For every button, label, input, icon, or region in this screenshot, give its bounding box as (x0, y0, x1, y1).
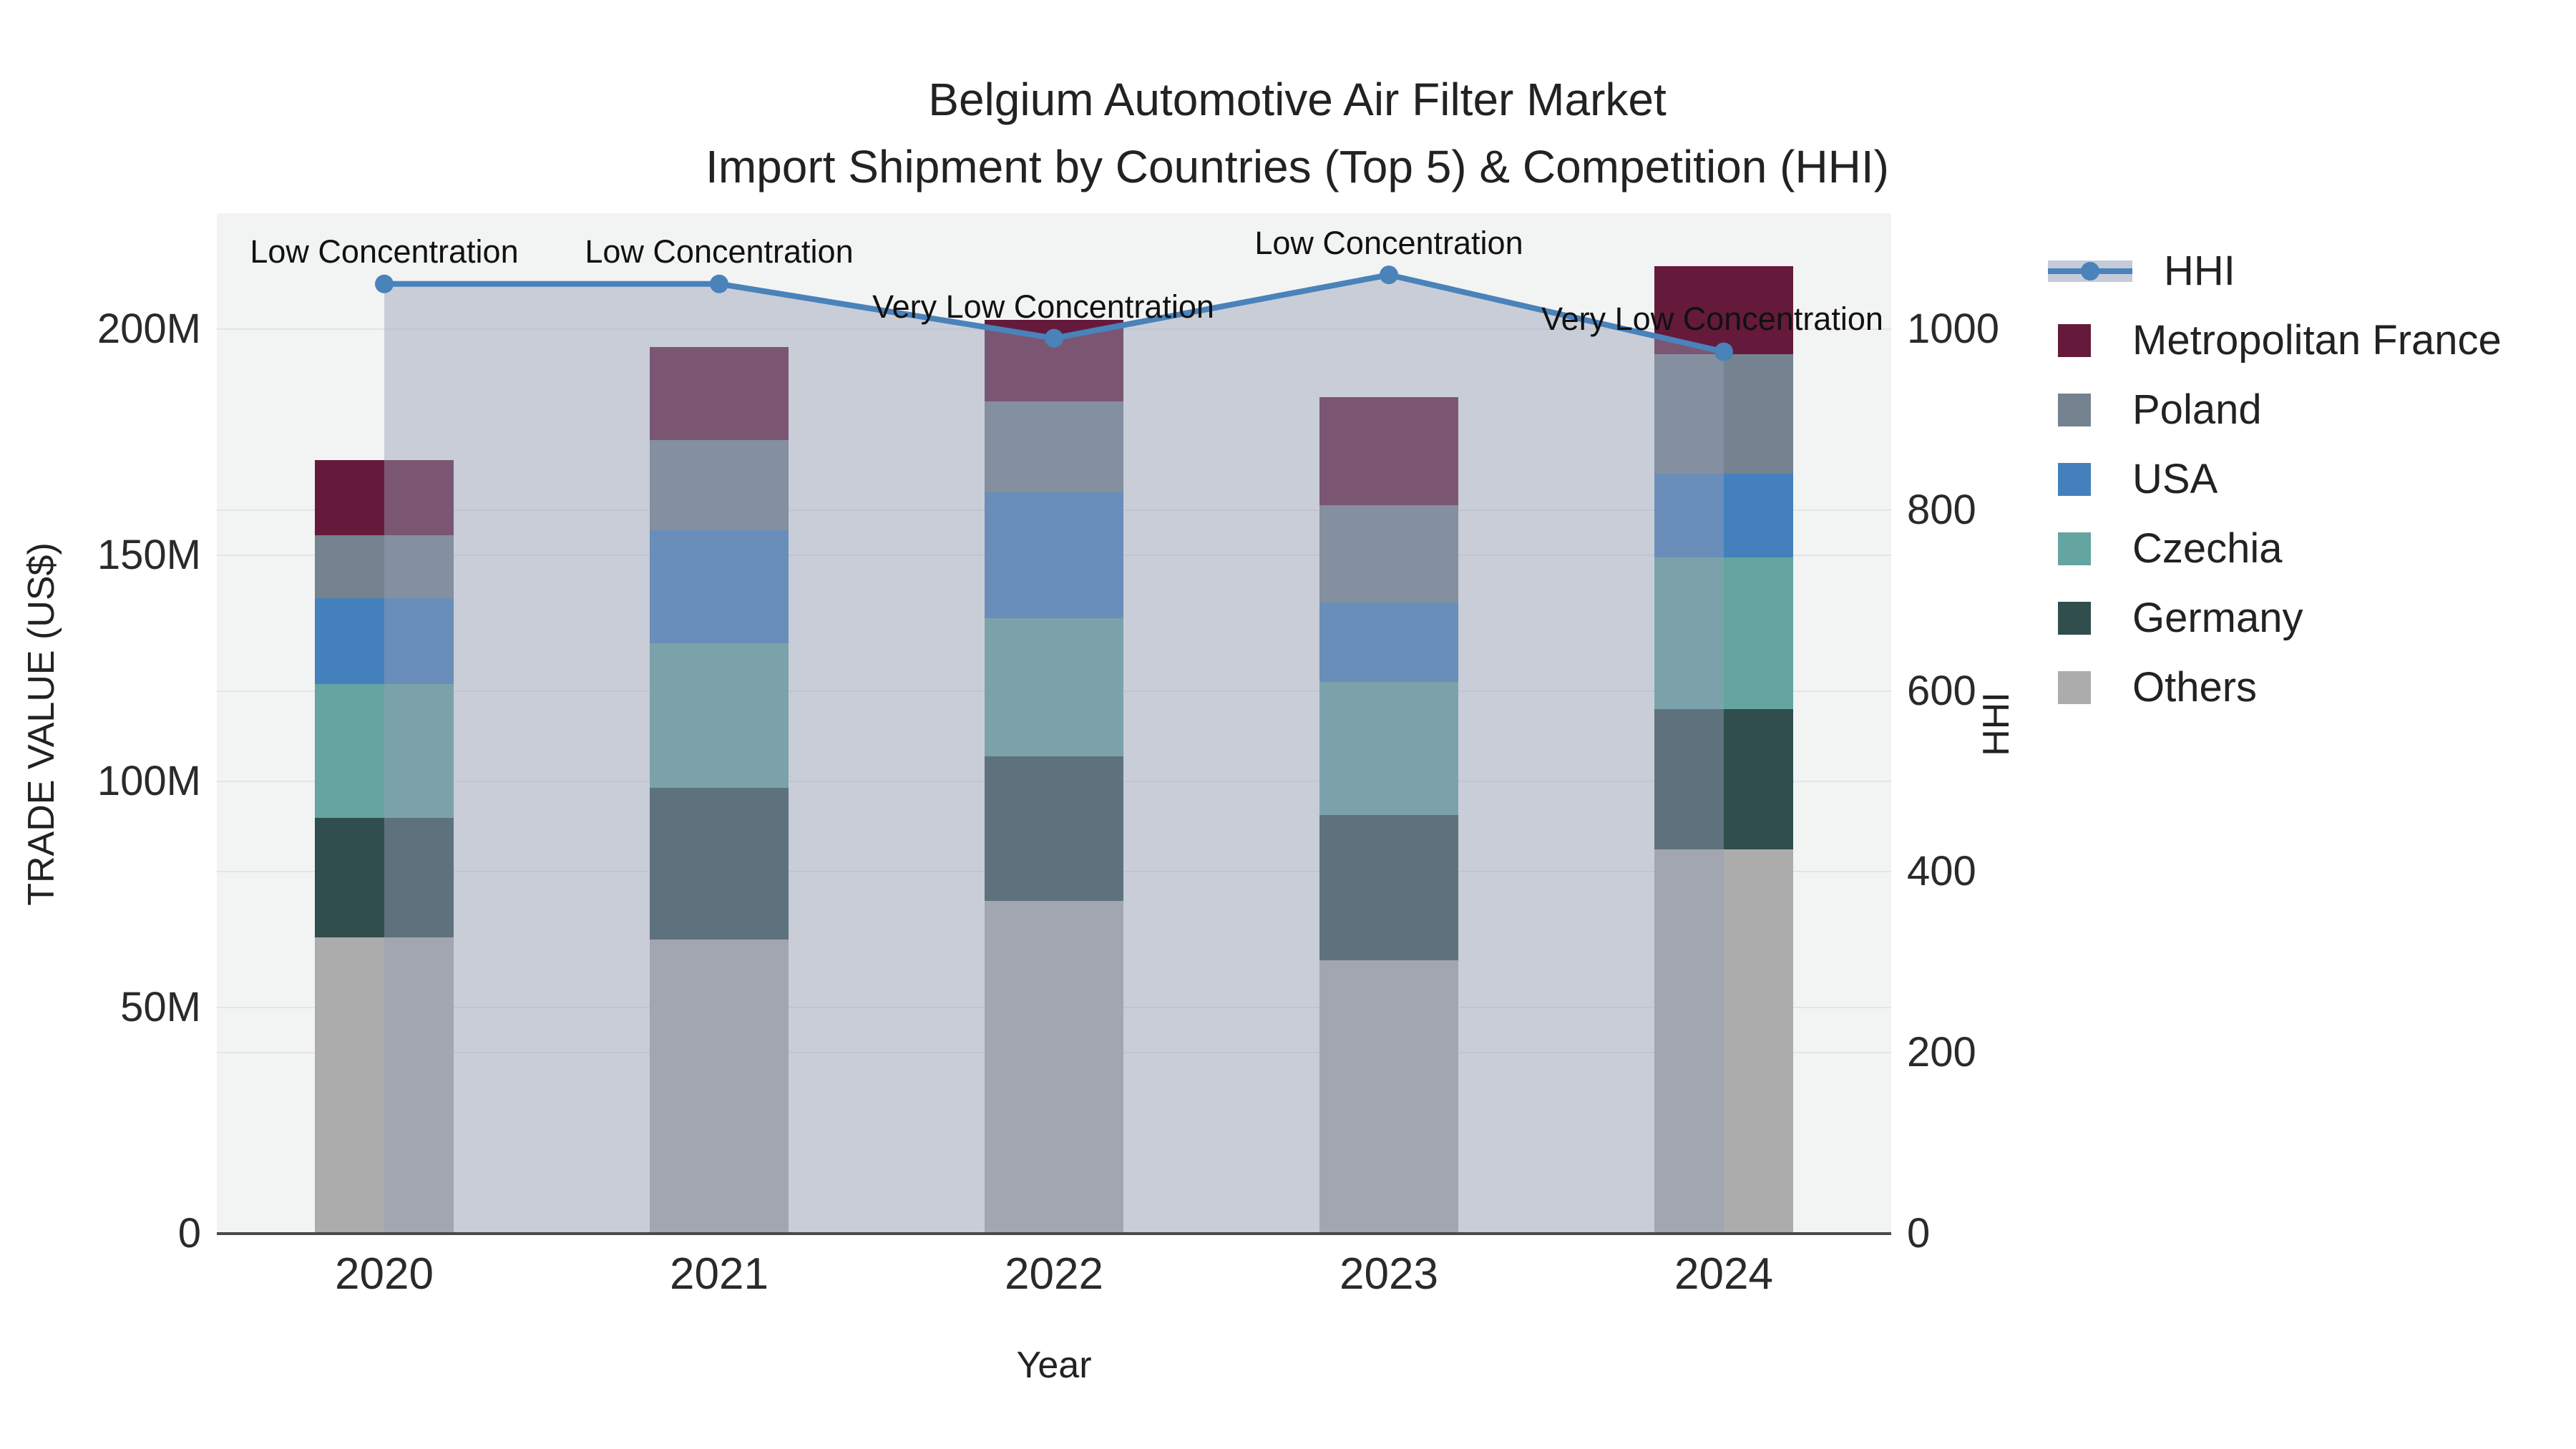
legend-label: USA (2132, 456, 2218, 502)
bar-segment-others[interactable] (1654, 849, 1793, 1234)
y-left-tick: 50M (120, 984, 201, 1030)
bar-segment-germany[interactable] (315, 817, 454, 938)
y-right-tick: 1000 (1907, 306, 2000, 352)
y-left-axis-title: TRADE VALUE (US$) (21, 542, 62, 906)
x-tick: 2021 (670, 1249, 769, 1299)
bar-segment-others[interactable] (650, 940, 789, 1234)
bar-segment-usa[interactable] (650, 530, 789, 644)
legend: HHI Metropolitan France Poland USA Czechia Ge… (2048, 236, 2502, 722)
y-right-axis-title: HHI (1976, 692, 2017, 756)
legend-item-others[interactable]: Others (2048, 653, 2502, 722)
bar-segment-metropolitan-france[interactable] (315, 460, 454, 535)
hhi-annotation: Very Low Concentration (872, 288, 1214, 325)
legend-item-germany[interactable]: Germany (2048, 583, 2502, 653)
bar-segment-germany[interactable] (650, 788, 789, 940)
legend-label: Others (2132, 664, 2258, 711)
legend-item-usa[interactable]: USA (2048, 444, 2502, 514)
bar-segment-others[interactable] (315, 937, 454, 1234)
hhi-marker[interactable] (1380, 265, 1398, 285)
bar-segment-usa[interactable] (1319, 602, 1458, 682)
hhi-annotation: Low Concentration (585, 233, 854, 270)
y-right-tick: 400 (1907, 848, 1976, 895)
x-tick: 2023 (1340, 1249, 1438, 1299)
legend-color-swatch (2058, 323, 2091, 357)
bar-segment-czechia[interactable] (1654, 557, 1793, 709)
bar-segment-poland[interactable] (1654, 353, 1793, 474)
x-axis-line (217, 1232, 1891, 1235)
bar-segment-germany[interactable] (1319, 815, 1458, 960)
bar-segment-czechia[interactable] (1319, 681, 1458, 816)
legend-item-czechia[interactable]: Czechia (2048, 514, 2502, 583)
hhi-annotation: Low Concentration (1254, 225, 1523, 262)
legend-color-swatch (2058, 393, 2091, 426)
legend-color-swatch (2058, 601, 2091, 635)
y-left-tick: 200M (97, 306, 201, 352)
x-tick: 2024 (1674, 1249, 1773, 1299)
hhi-line-icon (2048, 260, 2132, 282)
bar-segment-others[interactable] (985, 901, 1123, 1234)
y-left-tick: 150M (97, 532, 201, 578)
legend-label: HHI (2164, 248, 2235, 294)
y-right-tick: 200 (1907, 1029, 1976, 1076)
chart-title: Belgium Automotive Air Filter Market Imp… (706, 66, 1889, 200)
bar-segment-usa[interactable] (985, 492, 1123, 619)
y-left-tick: 100M (97, 758, 201, 804)
legend-item-hhi[interactable]: HHI (2048, 236, 2502, 306)
legend-label: Metropolitan France (2132, 317, 2502, 364)
bar-segment-czechia[interactable] (650, 643, 789, 789)
hhi-annotation: Very Low Concentration (1541, 300, 1883, 337)
bar-segment-metropolitan-france[interactable] (650, 347, 789, 440)
hhi-marker[interactable] (710, 274, 728, 293)
bar-segment-czechia[interactable] (315, 684, 454, 818)
bar-segment-poland[interactable] (1319, 505, 1458, 603)
hhi-marker[interactable] (1714, 342, 1733, 361)
bar-segment-poland[interactable] (315, 535, 454, 599)
bar-segment-others[interactable] (1319, 960, 1458, 1234)
bar-segment-poland[interactable] (650, 439, 789, 531)
y-right-tick: 0 (1907, 1210, 1931, 1257)
legend-label: Czechia (2132, 525, 2283, 572)
legend-item-metropolitan-france[interactable]: Metropolitan France (2048, 306, 2502, 375)
hhi-marker[interactable] (375, 274, 394, 293)
bar-segment-germany[interactable] (1654, 708, 1793, 849)
bar-segment-usa[interactable] (315, 598, 454, 685)
legend-label: Poland (2132, 386, 2262, 433)
hhi-annotation: Low Concentration (250, 233, 519, 270)
bar-segment-czechia[interactable] (985, 618, 1123, 757)
chart-title-line2: Import Shipment by Countries (Top 5) & C… (706, 141, 1889, 192)
x-axis-title: Year (1016, 1345, 1092, 1386)
bar-segment-germany[interactable] (985, 756, 1123, 902)
bar-segment-metropolitan-france[interactable] (1319, 396, 1458, 506)
x-tick: 2020 (335, 1249, 434, 1299)
legend-item-poland[interactable]: Poland (2048, 375, 2502, 444)
legend-label: Germany (2132, 595, 2303, 641)
hhi-marker[interactable] (1045, 328, 1063, 348)
y-right-tick: 600 (1907, 667, 1976, 714)
legend-color-swatch (2058, 462, 2091, 496)
legend-color-swatch (2058, 670, 2091, 704)
bar-segment-poland[interactable] (985, 401, 1123, 492)
bar-segment-usa[interactable] (1654, 474, 1793, 558)
x-tick: 2022 (1005, 1249, 1103, 1299)
y-left-tick: 0 (177, 1210, 201, 1257)
y-right-tick: 800 (1907, 486, 1976, 533)
legend-color-swatch (2058, 532, 2091, 565)
chart-title-line1: Belgium Automotive Air Filter Market (928, 74, 1667, 125)
